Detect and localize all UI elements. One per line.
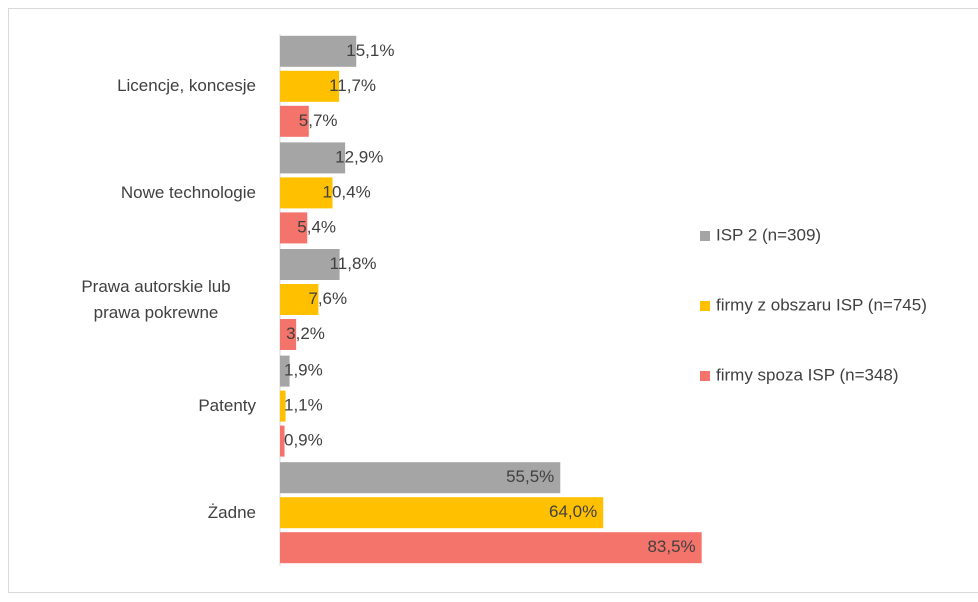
bar bbox=[280, 390, 286, 422]
data-label: 5,7% bbox=[299, 111, 338, 130]
legend-swatch bbox=[700, 231, 710, 241]
chart-border bbox=[8, 8, 978, 593]
data-label: 11,7% bbox=[329, 76, 376, 95]
bar bbox=[280, 249, 340, 280]
category-label: Nowe technologie bbox=[120, 182, 256, 202]
bar bbox=[280, 425, 285, 457]
bar bbox=[280, 497, 604, 529]
data-label: 1,1% bbox=[284, 396, 323, 415]
legend-swatch bbox=[700, 371, 710, 381]
data-label: 55,5% bbox=[506, 467, 554, 486]
category-label-box: Żadne bbox=[208, 500, 256, 526]
bar bbox=[280, 284, 319, 315]
bar bbox=[280, 142, 346, 174]
data-label: 10,4% bbox=[323, 182, 371, 201]
category-label-box: Licencje, koncesje bbox=[117, 73, 256, 99]
data-label: 83,5% bbox=[647, 537, 695, 556]
data-label: 7,6% bbox=[308, 289, 347, 308]
legend-swatch bbox=[700, 301, 710, 311]
category-label: Prawa autorskie lub prawa pokrewne bbox=[81, 276, 231, 322]
category-label-box: Nowe technologie bbox=[121, 180, 256, 206]
bar bbox=[280, 462, 561, 494]
legend-label: ISP 2 (n=309) bbox=[716, 225, 821, 244]
data-label: 15,1% bbox=[346, 41, 394, 60]
data-label: 3,2% bbox=[286, 324, 325, 343]
bar bbox=[280, 70, 340, 102]
bar bbox=[280, 319, 297, 350]
bar bbox=[280, 35, 357, 67]
legend-label: firmy spoza ISP (n=348) bbox=[716, 365, 899, 384]
data-label: 64,0% bbox=[549, 502, 597, 521]
category-label: Licencje, koncesje bbox=[117, 76, 256, 96]
category-label-box: Prawa autorskie lub prawa pokrewne bbox=[56, 274, 256, 326]
legend-label: firmy z obszaru ISP (n=745) bbox=[716, 295, 927, 314]
data-label: 5,4% bbox=[297, 217, 336, 236]
data-label: 12,9% bbox=[335, 147, 383, 166]
category-label: Żadne bbox=[207, 502, 256, 522]
bar bbox=[280, 105, 309, 137]
bar bbox=[280, 212, 308, 244]
category-label-box: Patenty bbox=[198, 393, 256, 419]
bar bbox=[280, 177, 333, 209]
bar bbox=[280, 355, 290, 387]
data-label: 0,9% bbox=[284, 431, 323, 450]
data-label: 11,8% bbox=[330, 254, 377, 273]
category-label: Patenty bbox=[198, 396, 256, 416]
bar bbox=[280, 532, 702, 564]
data-label: 1,9% bbox=[284, 361, 323, 380]
